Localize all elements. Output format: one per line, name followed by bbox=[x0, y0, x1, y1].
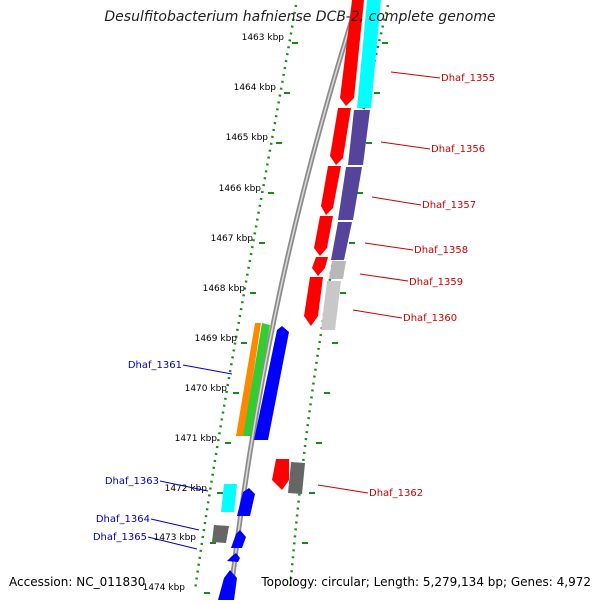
gene-label[interactable]: Dhaf_1358 bbox=[414, 245, 468, 256]
ruler-ticks bbox=[204, 42, 298, 594]
forward-ruler-ticks bbox=[302, 42, 388, 544]
gene-block[interactable] bbox=[304, 277, 323, 326]
scale-label: 1463 kbp bbox=[242, 33, 285, 43]
gene-block[interactable] bbox=[227, 553, 240, 562]
gene-block[interactable] bbox=[321, 281, 341, 330]
gene-block[interactable] bbox=[340, 0, 364, 106]
gene-label[interactable]: Dhaf_1359 bbox=[409, 277, 463, 288]
map-title: Desulfitobacterium hafniense DCB-2, comp… bbox=[104, 9, 496, 25]
topology-label: Topology: circular; Length: 5,279,134 bp… bbox=[261, 575, 591, 589]
scale-label: 1468 kbp bbox=[203, 284, 246, 294]
forward-genes bbox=[272, 0, 381, 494]
forward-track-dots bbox=[288, 4, 390, 591]
scale-label: 1469 kbp bbox=[195, 334, 238, 344]
gene-label[interactable]: Dhaf_1365 bbox=[93, 532, 147, 543]
gene-block[interactable] bbox=[243, 323, 270, 436]
scale-label: 1474 kbp bbox=[143, 583, 186, 593]
scale-label: 1467 kbp bbox=[211, 234, 254, 244]
gene-label[interactable]: Dhaf_1357 bbox=[422, 200, 476, 211]
reverse-leader-lines bbox=[147, 364, 233, 550]
gene-block[interactable] bbox=[357, 0, 381, 108]
gene-block[interactable] bbox=[314, 216, 333, 256]
gene-label[interactable]: Dhaf_1360 bbox=[403, 313, 457, 324]
scale-label: 1466 kbp bbox=[219, 184, 262, 194]
gene-block[interactable] bbox=[338, 167, 362, 220]
gene-block[interactable] bbox=[288, 462, 305, 494]
reverse-genes bbox=[212, 323, 289, 600]
gene-block[interactable] bbox=[329, 261, 346, 279]
gene-label[interactable]: Dhaf_1364 bbox=[96, 514, 150, 525]
gene-block[interactable] bbox=[331, 222, 352, 260]
scale-label: 1464 kbp bbox=[234, 83, 277, 93]
gene-label[interactable]: Dhaf_1362 bbox=[369, 488, 423, 499]
scale-label: 1472 kbp bbox=[165, 484, 208, 494]
gene-block[interactable] bbox=[218, 570, 237, 600]
scale-label: 1465 kbp bbox=[226, 133, 269, 143]
gene-block[interactable] bbox=[348, 110, 370, 165]
gene-label[interactable]: Dhaf_1363 bbox=[105, 476, 159, 487]
scale-label: 1470 kbp bbox=[185, 384, 228, 394]
accession-label: Accession: NC_011830 bbox=[9, 575, 146, 589]
gene-block[interactable] bbox=[236, 323, 261, 436]
gene-block[interactable] bbox=[221, 484, 237, 512]
reverse-track-dots bbox=[193, 4, 298, 591]
gene-block[interactable] bbox=[312, 257, 328, 276]
scale-label: 1471 kbp bbox=[175, 434, 218, 444]
scale-label: 1473 kbp bbox=[154, 533, 197, 543]
gene-label[interactable]: Dhaf_1356 bbox=[431, 144, 485, 155]
gene-block[interactable] bbox=[272, 459, 289, 490]
forward-leader-lines bbox=[317, 71, 441, 494]
gene-block[interactable] bbox=[254, 326, 289, 440]
gene-block[interactable] bbox=[212, 525, 229, 543]
gene-block[interactable] bbox=[231, 530, 246, 548]
gene-block[interactable] bbox=[330, 108, 351, 165]
gene-block[interactable] bbox=[321, 166, 341, 215]
gene-label[interactable]: Dhaf_1355 bbox=[441, 73, 495, 84]
gene-block[interactable] bbox=[237, 488, 255, 516]
gene-label[interactable]: Dhaf_1361 bbox=[128, 360, 182, 371]
